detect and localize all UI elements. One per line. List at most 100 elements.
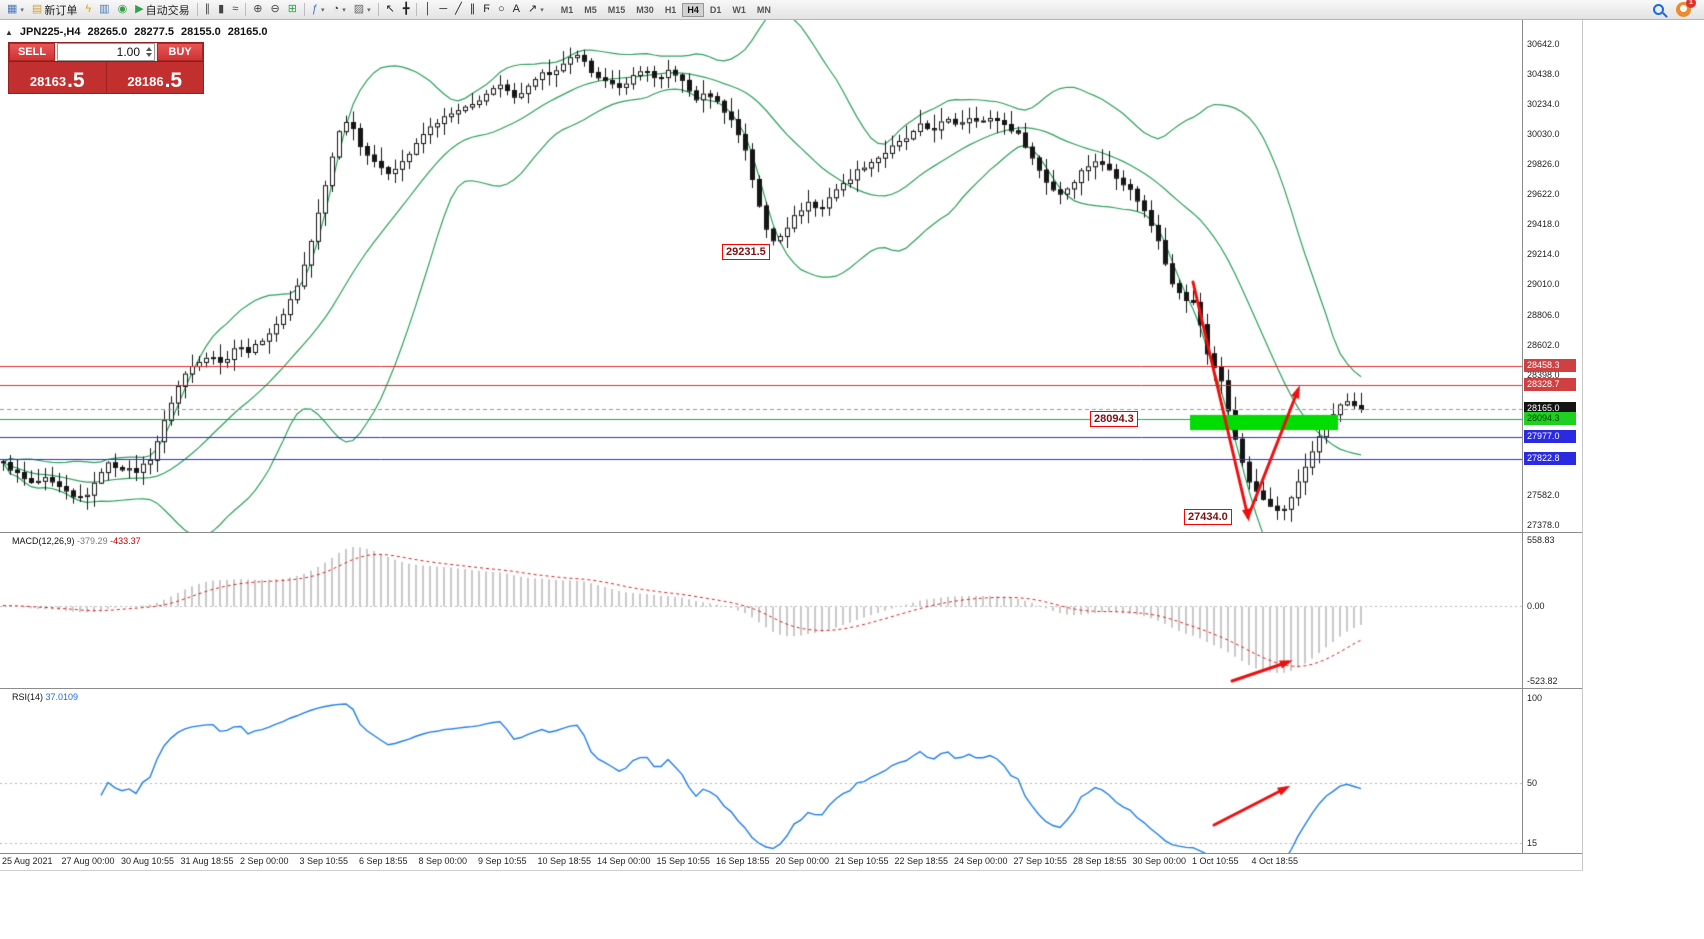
toolbar-shapes[interactable]: ○ bbox=[494, 1, 509, 18]
time-axis-label: 6 Sep 18:55 bbox=[359, 856, 408, 866]
price-axis-label: 29418.0 bbox=[1527, 219, 1560, 230]
rsi-title: RSI(14) bbox=[12, 692, 44, 702]
toolbar-chart-candles[interactable]: ▮ bbox=[214, 1, 228, 18]
rsi-level-label: 50 bbox=[1527, 778, 1538, 789]
time-axis-label: 30 Aug 10:55 bbox=[121, 856, 175, 866]
macd-signal-value: -433.37 bbox=[110, 536, 141, 546]
toolbar-cursor[interactable]: ↖ bbox=[382, 1, 399, 18]
timeframe-d1[interactable]: D1 bbox=[705, 3, 727, 17]
toolbar-time-periods[interactable]: ◔ ▾ bbox=[329, 1, 350, 18]
window-right-border bbox=[1582, 20, 1583, 871]
panel-separator bbox=[0, 853, 1583, 854]
price-callout[interactable]: 28094.3 bbox=[1090, 411, 1138, 428]
buy-price[interactable]: 28186 .5 bbox=[106, 62, 203, 93]
price-axis-label: 30030.0 bbox=[1527, 129, 1560, 140]
price-axis-label: 29214.0 bbox=[1527, 249, 1560, 260]
toolbar-fibonacci[interactable]: Ϝ bbox=[479, 1, 494, 18]
rsi-panel-canvas[interactable] bbox=[0, 689, 1522, 853]
timeframe-m30[interactable]: M30 bbox=[631, 3, 659, 17]
volume-decrease-button[interactable] bbox=[145, 53, 152, 57]
timeframe-w1[interactable]: W1 bbox=[727, 3, 751, 17]
toolbar-auto-trading[interactable]: ▶ 自动交易 bbox=[131, 1, 193, 18]
market-depth-icon: ▥ bbox=[99, 3, 110, 15]
new-order-label: 新订单 bbox=[44, 4, 78, 17]
time-axis-label: 14 Sep 00:00 bbox=[597, 856, 651, 866]
horizontal-line-icon: ─ bbox=[439, 3, 448, 15]
toolbar-chart-line[interactable]: ≈ bbox=[228, 1, 242, 18]
time-axis-label: 1 Oct 10:55 bbox=[1192, 856, 1239, 866]
price-axis-label: 30234.0 bbox=[1527, 99, 1560, 110]
price-axis-label: 29010.0 bbox=[1527, 279, 1560, 290]
macd-value: -379.29 bbox=[77, 536, 108, 546]
text-label-icon: A bbox=[512, 3, 521, 15]
new-chart-icon: ▦ bbox=[7, 3, 18, 15]
web-community-icon: ◉ bbox=[117, 3, 128, 15]
toolbar-market-depth[interactable]: ▥ bbox=[95, 1, 113, 18]
toolbar-separator bbox=[303, 3, 305, 16]
timeframe-h4[interactable]: H4 bbox=[682, 2, 704, 17]
price-axis-label: 30438.0 bbox=[1527, 69, 1560, 80]
toolbar-trendline[interactable]: ╱ bbox=[451, 1, 466, 18]
toolbar-horizontal-line[interactable]: ─ bbox=[435, 1, 451, 18]
toolbar-chart-templates[interactable]: ▨ ▾ bbox=[350, 1, 375, 18]
toolbar-equidistant-channel[interactable]: ∥ bbox=[466, 1, 480, 18]
volume-increase-button[interactable] bbox=[145, 47, 152, 51]
toolbar-vertical-line[interactable]: │ bbox=[420, 1, 435, 18]
toolbar-indicators[interactable]: ƒ ▾ bbox=[308, 1, 329, 18]
chart-window: ▲ JPN225-,H4 28265.0 28277.5 28155.0 281… bbox=[0, 20, 1583, 871]
price-alert-icon: ϟ bbox=[85, 3, 92, 15]
trendline-icon: ╱ bbox=[455, 3, 462, 15]
search-icon[interactable] bbox=[1653, 4, 1664, 15]
price-line-label: 27822.8 bbox=[1524, 452, 1576, 466]
toolbar-zoom-out[interactable]: ⊖ bbox=[266, 1, 283, 18]
symbol-close: 28165.0 bbox=[227, 26, 268, 38]
price-callout[interactable]: 27434.0 bbox=[1184, 508, 1232, 525]
toolbar-text-label[interactable]: A bbox=[509, 1, 524, 18]
time-axis-label: 27 Aug 00:00 bbox=[61, 856, 115, 866]
macd-title: MACD(12,26,9) bbox=[12, 536, 75, 546]
buy-price-base: 28186 bbox=[127, 74, 164, 90]
time-periods-dropdown-icon: ▾ bbox=[342, 6, 346, 14]
timeframe-m5[interactable]: M5 bbox=[579, 3, 602, 17]
toolbar-web-community[interactable]: ◉ bbox=[114, 1, 132, 18]
toolbar-new-order[interactable]: ▤ 新订单 bbox=[28, 1, 81, 18]
chart-line-icon: ≈ bbox=[232, 3, 239, 15]
price-axis-label: 28398.0 bbox=[1527, 369, 1560, 380]
toolbar-new-chart[interactable]: ▦ ▾ bbox=[3, 1, 28, 18]
timeframe-mn[interactable]: MN bbox=[752, 3, 776, 17]
zoom-out-icon: ⊖ bbox=[270, 3, 280, 15]
sell-price[interactable]: 28163 .5 bbox=[9, 62, 106, 93]
toolbar-chart-bars[interactable]: ∥ bbox=[201, 1, 215, 18]
collapse-trade-panel-icon[interactable]: ▲ bbox=[5, 27, 13, 37]
panel-separator[interactable] bbox=[0, 688, 1583, 689]
rsi-level-label: 15 bbox=[1527, 837, 1538, 848]
buy-button[interactable]: BUY bbox=[157, 43, 203, 61]
price-axis: 30642.0 30438.0 30234.0 30030.0 29826.0 29622… bbox=[1523, 20, 1582, 853]
toolbar-zoom-in[interactable]: ⊕ bbox=[249, 1, 266, 18]
toolbar-arrow-objects[interactable]: ↗ ▾ bbox=[524, 1, 548, 18]
toolbar-crosshair[interactable]: ╋ bbox=[399, 1, 414, 18]
toolbar-separator bbox=[416, 3, 418, 16]
macd-panel-canvas[interactable] bbox=[0, 533, 1522, 688]
timeframe-h1[interactable]: H1 bbox=[660, 3, 682, 17]
price-callout[interactable]: 29231.5 bbox=[722, 243, 770, 260]
toolbar-groups: ▦ ▾ ▤ 新订单 ϟ ▥ ◉ ▶ 自动交易 ∥ ▮ ≈ ⊕ ⊖ ⊞ ƒ ▾ ◔ ▾ ▨ ▾ ↖ ╋ │ ─ ╱ ∥ Ϝ ○ A ↗ ▾ bbox=[3, 1, 548, 18]
panel-separator[interactable] bbox=[0, 532, 1583, 533]
arrow-objects-icon: ↗ bbox=[528, 3, 538, 15]
volume-field[interactable]: 1.00 bbox=[57, 43, 155, 61]
price-axis-label: 29622.0 bbox=[1527, 189, 1560, 200]
account-avatar[interactable]: 1 bbox=[1676, 0, 1696, 17]
vertical-line-icon: │ bbox=[424, 3, 432, 15]
sell-button[interactable]: SELL bbox=[9, 43, 55, 61]
symbol-high: 28277.5 bbox=[134, 26, 174, 38]
toolbar-price-alert[interactable]: ϟ bbox=[81, 1, 95, 18]
chart-candles-icon: ▮ bbox=[218, 3, 225, 15]
timeframe-m1[interactable]: M1 bbox=[556, 3, 579, 17]
timeframe-m15[interactable]: M15 bbox=[603, 3, 631, 17]
toolbar-tile-windows[interactable]: ⊞ bbox=[284, 1, 301, 18]
toolbar-right: 1 bbox=[1653, 0, 1696, 17]
time-axis-label: 22 Sep 18:55 bbox=[894, 856, 949, 866]
price-chart-canvas[interactable] bbox=[0, 20, 1522, 532]
time-axis-label: 8 Sep 00:00 bbox=[418, 856, 468, 866]
sell-price-pip: .5 bbox=[67, 69, 85, 93]
